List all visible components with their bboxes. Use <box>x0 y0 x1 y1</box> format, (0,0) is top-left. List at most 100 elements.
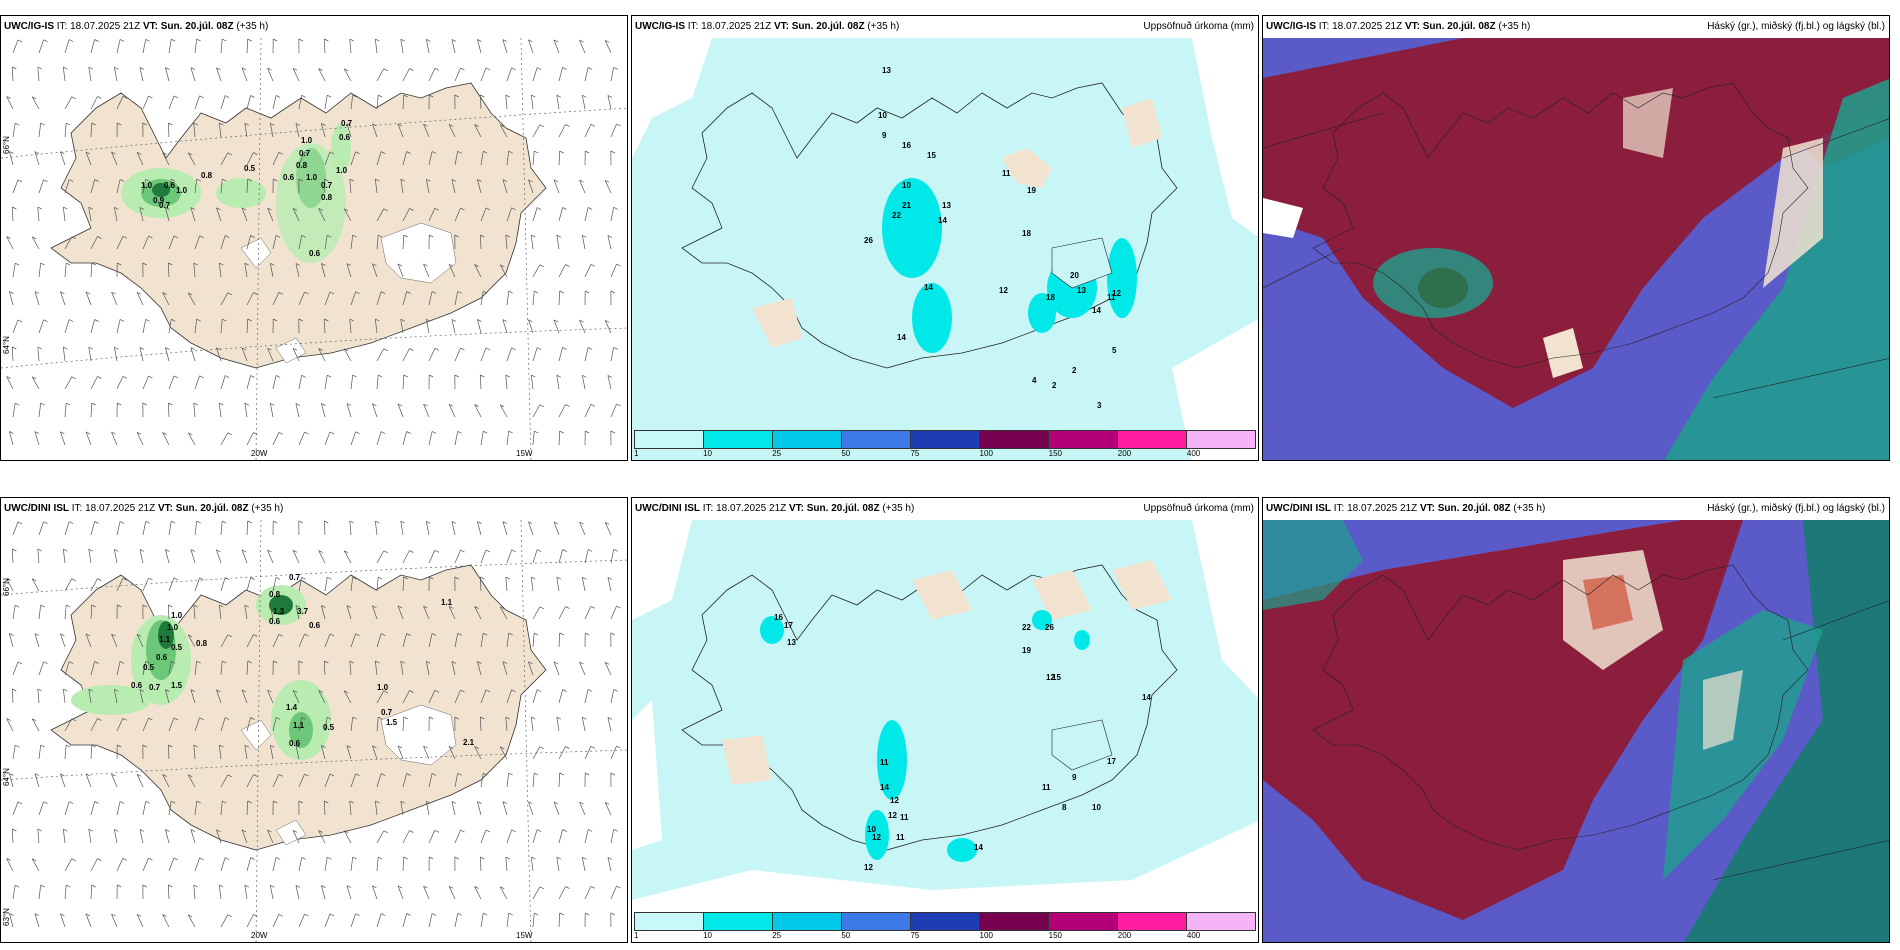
value-label: 12 <box>872 833 881 842</box>
wind-barb <box>292 550 300 564</box>
wind-barb <box>321 885 326 900</box>
wind-barb-flag <box>565 404 570 407</box>
wind-barb-flag <box>91 402 96 406</box>
wind-barb <box>318 208 326 222</box>
wind-barb <box>558 207 563 222</box>
wind-barb-flag <box>406 913 411 916</box>
wind-barb-flag <box>295 605 301 608</box>
wind-barb-flag <box>196 178 201 182</box>
wind-barb <box>90 179 95 194</box>
wind-barb-flag <box>536 347 542 350</box>
wind-barb-flag <box>142 262 147 266</box>
wind-barb <box>480 689 487 704</box>
wind-barb <box>295 123 300 138</box>
wind-barb <box>220 717 226 732</box>
wind-barb <box>397 123 404 138</box>
wind-barb <box>194 801 198 816</box>
legend-tick-label: 75 <box>910 449 920 458</box>
wind-barb-flag <box>329 773 335 777</box>
wind-barb-flag <box>613 548 618 552</box>
wind-barb <box>451 39 456 54</box>
wind-barb <box>139 549 144 564</box>
init-time: IT: 18.07.2025 21Z <box>71 503 156 514</box>
wind-barb <box>218 123 222 138</box>
wind-barb-flag <box>85 431 91 435</box>
wind-barb-flag <box>587 207 593 210</box>
wind-barb-flag <box>485 689 491 693</box>
wind-barb-flag <box>253 914 258 917</box>
wind-barb <box>321 403 326 418</box>
wind-barb <box>38 801 44 816</box>
lon-label: 15W <box>516 931 533 940</box>
wind-barb <box>349 319 352 334</box>
wind-barb <box>111 151 118 166</box>
wind-barb <box>220 179 223 194</box>
legend-tick-label: 75 <box>910 931 920 940</box>
wind-barb <box>246 375 251 390</box>
wind-barb <box>425 319 430 334</box>
wind-barb-flag <box>344 830 349 834</box>
wind-barb <box>218 745 222 760</box>
wind-barb-flag <box>565 606 570 609</box>
wind-barb <box>402 856 405 872</box>
wind-barb-flag <box>190 207 196 210</box>
wind-barb <box>532 746 541 760</box>
wind-barb <box>528 319 534 334</box>
value-label: 15 <box>1052 673 1061 682</box>
value-label: 0.9 <box>153 196 165 205</box>
value-label: 11 <box>1042 783 1051 792</box>
wind-barb-flag <box>162 634 167 637</box>
wind-barb-flag <box>477 661 482 664</box>
wind-barb <box>38 745 42 760</box>
wind-barb-flag <box>275 577 281 580</box>
wind-barb-flag <box>383 690 388 694</box>
wind-barb <box>111 633 118 648</box>
wind-barb-flag <box>222 520 227 524</box>
wind-barb-flag <box>278 633 284 637</box>
wind-barb-flag <box>275 857 281 860</box>
wind-barb <box>423 403 430 418</box>
value-label: 1.4 <box>286 703 298 712</box>
wind-barb-flag <box>383 830 388 834</box>
wind-barb <box>349 179 352 194</box>
wind-barb-flag <box>114 688 119 692</box>
wind-barb-flag <box>292 549 298 553</box>
wind-barb <box>142 375 149 390</box>
wind-barb <box>454 207 461 222</box>
wind-barb-flag <box>613 688 618 692</box>
wind-barb-flag <box>68 319 74 322</box>
wind-barb <box>142 577 149 592</box>
wind-barb-flag <box>270 604 275 608</box>
wind-barb <box>292 690 300 704</box>
wind-barb-flag <box>327 576 332 580</box>
value-label: 0.7 <box>159 201 171 210</box>
wind-barb <box>62 829 66 844</box>
wind-barb-flag <box>607 95 613 98</box>
wind-barb-flag <box>556 234 561 238</box>
wind-barb-flag <box>409 830 414 833</box>
wind-barb <box>11 548 14 564</box>
wind-barb-flag <box>292 829 298 833</box>
panel-dini-wind: UWC/DINI ISL IT: 18.07.2025 21Z VT: Sun.… <box>0 497 628 943</box>
wind-barb-flag <box>165 67 170 70</box>
wind-barb <box>607 717 612 732</box>
wind-barb <box>220 152 229 166</box>
wind-barb <box>556 95 560 110</box>
wind-barb-flag <box>531 856 536 860</box>
wind-barb <box>474 404 482 418</box>
wind-barb <box>246 577 251 592</box>
wind-barb-flag <box>199 95 204 99</box>
wind-barb-flag <box>219 604 224 608</box>
wind-barb <box>454 633 459 648</box>
wind-barb-flag <box>604 661 610 665</box>
wind-barb-flag <box>434 207 440 211</box>
precip-area <box>331 123 351 173</box>
wind-barb <box>532 431 535 446</box>
wind-barb <box>269 403 274 418</box>
wind-barb-flag <box>406 291 411 294</box>
wind-barb <box>324 95 328 110</box>
wind-barb-flag <box>474 606 479 609</box>
wind-barb <box>350 857 354 872</box>
wind-barb <box>168 801 172 816</box>
wind-barb-flag <box>275 717 281 720</box>
